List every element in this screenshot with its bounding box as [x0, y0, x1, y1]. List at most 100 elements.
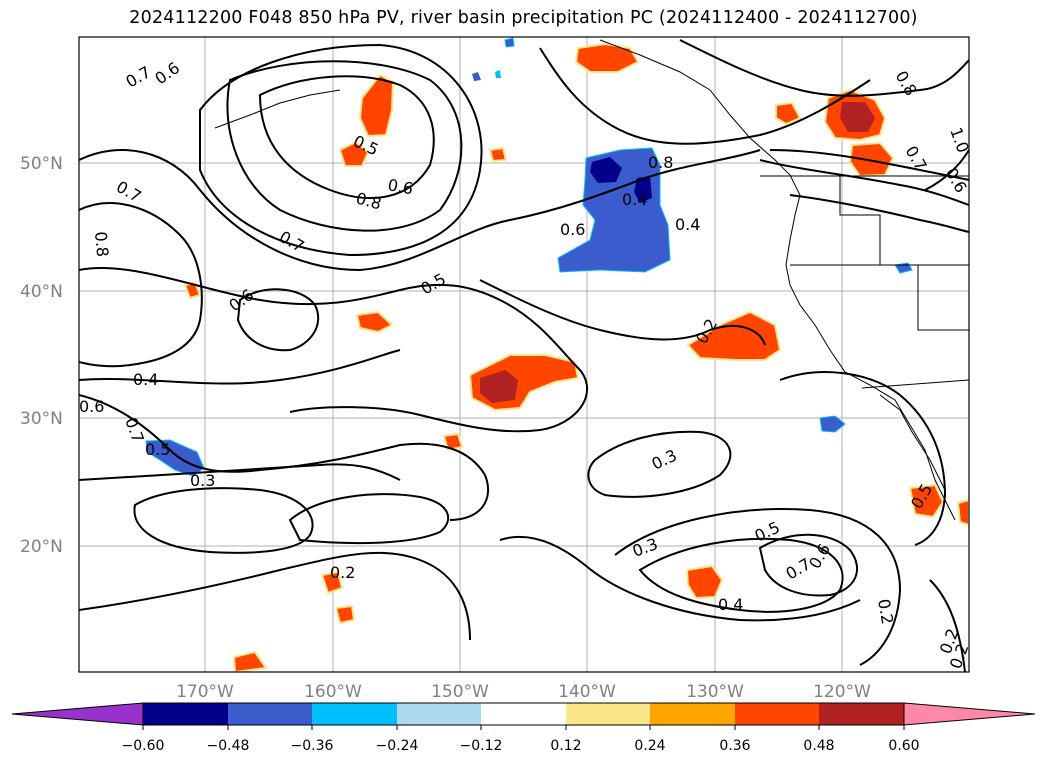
colorbar-segment: [143, 703, 228, 725]
negative-small-1: [504, 37, 515, 48]
us-state-border-2: [839, 176, 881, 265]
negative-core-1: [590, 157, 622, 183]
lon-label-120w: 120°W: [813, 682, 871, 702]
contour-pacific-ridge: [479, 279, 766, 346]
lat-label-40n: 40°N: [20, 282, 63, 302]
positive-area-5: [334, 604, 356, 625]
colorbar-tick-label: 0.12: [550, 738, 581, 754]
colorbar-segment: [312, 703, 397, 725]
north-america-coast: [599, 39, 956, 521]
colorbar-tick-label: −0.60: [122, 738, 165, 754]
colorbar-segment: [650, 703, 735, 725]
contour-east-ridge: [79, 266, 589, 433]
colorbar-tick-label: −0.48: [207, 738, 250, 754]
us-mexico-border: [861, 379, 969, 389]
contour-subtropic-1: [79, 463, 401, 481]
contour-west-band: [79, 202, 203, 368]
aleutian-islands: [214, 89, 341, 129]
lon-label-130w: 130°W: [686, 682, 744, 702]
colorbar-segment: [481, 703, 566, 725]
positive-core-central: [480, 370, 518, 403]
colorbar-tick-label: −0.12: [460, 738, 503, 754]
contour-subtropic-4: [79, 551, 471, 641]
contour-se-low-2: [758, 533, 859, 597]
contour-ne-band-3: [769, 149, 969, 181]
colorbar-segment: [819, 703, 904, 725]
lat-label-20n: 20°N: [20, 537, 63, 557]
lon-label-160w: 160°W: [304, 682, 362, 702]
contour-nw-ridge: [539, 47, 871, 145]
contour-ne-band-4: [789, 194, 969, 233]
colorbar-tick-label: 0.60: [888, 738, 919, 754]
negative-area-hawaii-west: [145, 439, 205, 477]
us-state-border-3: [917, 265, 969, 331]
contour-se-low-4: [499, 535, 861, 622]
positive-area-3: [908, 483, 945, 519]
contour-label: 0.4: [133, 370, 158, 389]
contour-aleutian-low-3: [199, 43, 483, 257]
contour-subtropic-2: [133, 487, 314, 554]
baja-coast: [879, 394, 946, 491]
contour-ne-band-1: [679, 39, 969, 97]
contour-label: 0.2: [874, 597, 897, 625]
contour-aleutian-low-2: [226, 60, 463, 232]
contour-sub-low: [587, 430, 732, 498]
positive-area-7: [442, 432, 464, 452]
lon-label-150w: 150°W: [431, 682, 489, 702]
positive-area-ne-pacific: [686, 310, 782, 361]
colorbar-segment: [228, 703, 312, 725]
contour-ne-band-2: [759, 159, 969, 206]
contour-label: 0.2: [330, 563, 355, 582]
contour-label: 0.3: [190, 471, 215, 490]
positive-area-1: [355, 310, 394, 334]
contour-label: 0.6: [386, 175, 414, 198]
colorbar-extend-left: [11, 702, 144, 726]
contour-label: 0.8: [91, 231, 112, 258]
contour-big-ridge: [79, 149, 761, 272]
colorbar-extend-right: [903, 702, 1036, 726]
colorbar-segment: [735, 703, 819, 725]
colorbar-tick-label: 0.36: [719, 738, 750, 754]
lon-label-140w: 140°W: [558, 682, 616, 702]
colorbar-segment: [566, 703, 650, 725]
contour-se-low-3: [614, 508, 902, 666]
negative-small-3: [472, 72, 481, 81]
latitude-labels: 50°N 40°N 30°N 20°N: [20, 154, 63, 557]
contour-e-ridge: [779, 371, 947, 546]
contour-ne-low: [924, 149, 969, 191]
positive-area-alaska: [574, 42, 640, 73]
positive-precip-areas: [183, 42, 969, 672]
positive-area-4: [320, 570, 344, 595]
contour-label: 0.8: [648, 153, 673, 172]
contour-south-band: [79, 349, 401, 385]
positive-area-aleutian: [358, 73, 395, 138]
colorbar: −0.60 −0.48 −0.36 −0.24 −0.12 0.12 0.24 …: [11, 702, 1036, 754]
negative-area-baja: [819, 415, 846, 433]
contour-pos-lobe: [79, 394, 490, 521]
contour-subtropic-3: [288, 493, 450, 545]
colorbar-tick-label: 0.48: [803, 738, 834, 754]
positive-area-6: [232, 650, 268, 672]
contour-label: 0.6: [560, 220, 585, 239]
colorbar-tick-label: −0.24: [376, 738, 419, 754]
positive-area-10: [488, 146, 508, 163]
negative-small-4: [495, 70, 501, 78]
colorbar-tick-label: −0.36: [291, 738, 334, 754]
lat-label-50n: 50°N: [20, 154, 63, 174]
contour-aleutian-low-1: [258, 75, 435, 199]
pv-contours: [79, 39, 969, 672]
colorbar-tick-label: 0.24: [634, 738, 665, 754]
positive-area-8: [775, 101, 802, 126]
map-frame: [78, 36, 970, 673]
contour-west-low: [236, 288, 320, 352]
contour-label: 0.6: [79, 397, 104, 416]
negative-core-2: [634, 176, 652, 203]
colorbar-segment: [397, 703, 481, 725]
positive-area-canada-2: [848, 141, 895, 178]
coastlines: [214, 39, 969, 521]
positive-area-2: [685, 564, 724, 600]
contour-se-low-1: [638, 537, 844, 613]
contour-label: 0.4: [622, 190, 647, 209]
positive-area-aleutian-2: [338, 140, 370, 167]
longitude-labels: 170°W 160°W 150°W 140°W 130°W 120°W: [176, 682, 871, 702]
